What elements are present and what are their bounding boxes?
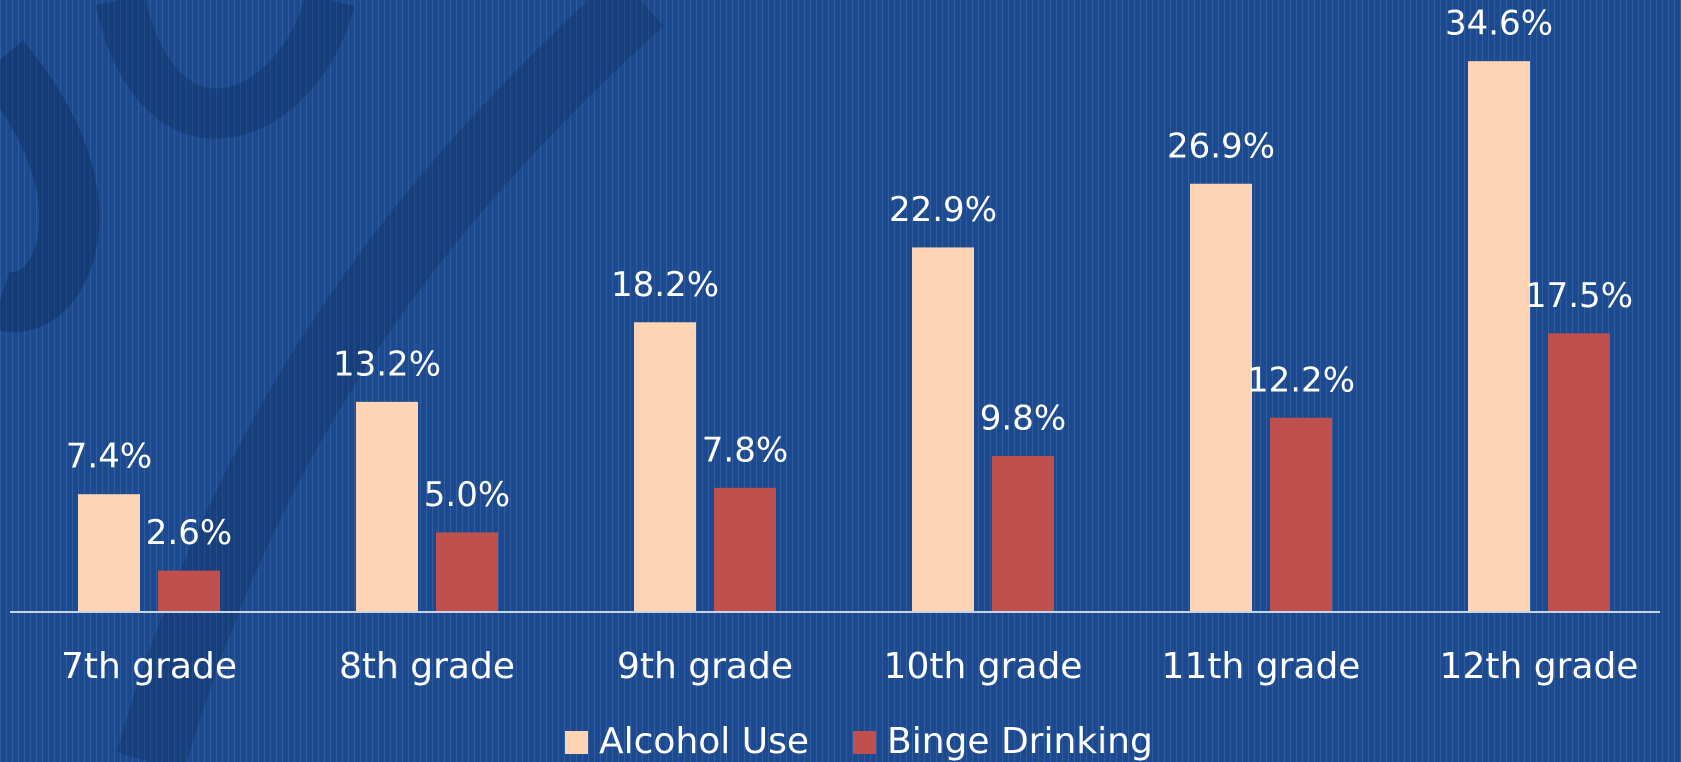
data-label: 17.5% [1525, 276, 1633, 316]
legend-swatch [565, 731, 588, 754]
data-label: 7.4% [66, 437, 152, 477]
bar [1468, 61, 1530, 613]
data-label: 34.6% [1445, 4, 1553, 44]
bar [1190, 183, 1252, 612]
data-label: 2.6% [146, 513, 232, 553]
decoration [116, 0, 664, 762]
x-tick-label: 12th grade [1440, 646, 1639, 687]
data-label: 13.2% [333, 344, 441, 384]
bar [1270, 417, 1332, 612]
bar [1548, 333, 1610, 612]
x-tick-label: 8th grade [339, 646, 515, 687]
bar [714, 487, 776, 612]
decoration [95, 0, 355, 139]
legend-label: Binge Drinking [887, 721, 1153, 762]
data-label: 18.2% [611, 265, 719, 305]
legend-swatch [853, 731, 876, 754]
x-tick-label: 11th grade [1162, 646, 1361, 687]
bar [912, 247, 974, 612]
data-label: 9.8% [980, 398, 1066, 438]
legend-label: Alcohol Use [599, 721, 809, 762]
data-label: 12.2% [1247, 360, 1355, 400]
bar [356, 401, 418, 612]
decoration [0, 40, 100, 332]
data-label: 26.9% [1167, 126, 1275, 166]
bar [78, 494, 140, 612]
x-tick-label: 7th grade [61, 646, 237, 687]
bar [436, 532, 498, 612]
bar [992, 455, 1054, 612]
bar [634, 322, 696, 612]
data-label: 5.0% [424, 475, 510, 515]
data-label: 22.9% [889, 190, 997, 230]
bar [158, 570, 220, 612]
x-tick-label: 10th grade [884, 646, 1083, 687]
x-tick-label: 9th grade [617, 646, 793, 687]
data-label: 7.8% [702, 430, 788, 470]
